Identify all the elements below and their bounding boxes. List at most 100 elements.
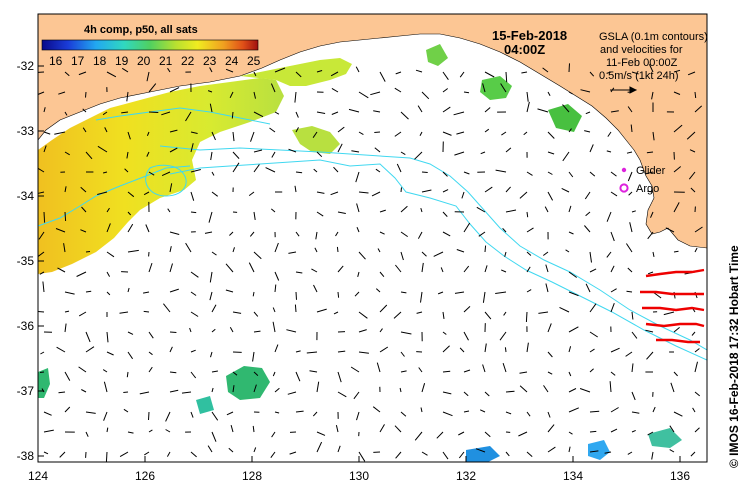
velocity-arrow (442, 370, 451, 373)
velocity-arrow (631, 210, 636, 213)
velocity-arrow (161, 171, 171, 177)
velocity-arrow (85, 331, 91, 343)
velocity-arrow (395, 264, 402, 273)
velocity-arrow (358, 191, 369, 194)
velocity-arrow (484, 71, 495, 78)
velocity-arrow (691, 331, 696, 336)
velocity-arrow (484, 265, 488, 273)
velocity-arrow (394, 425, 402, 433)
velocity-arrow (294, 304, 297, 313)
velocity-arrow (561, 187, 570, 193)
velocity-arrow (505, 411, 512, 415)
velocity-arrow (589, 410, 600, 413)
velocity-arrow (295, 171, 303, 174)
velocity-arrow (146, 71, 150, 82)
velocity-arrow (499, 331, 507, 341)
velocity-arrow (55, 228, 66, 233)
velocity-arrow (106, 223, 111, 233)
sst-patch-south-teal (648, 428, 682, 448)
velocity-arrow (631, 71, 639, 75)
velocity-arrow (371, 191, 381, 197)
velocity-arrow (80, 229, 87, 233)
marker-legend: Glider Argo (636, 165, 666, 195)
velocity-arrow (104, 127, 108, 133)
velocity-arrow (106, 71, 117, 78)
velocity-arrow (228, 447, 234, 453)
velocity-arrow (126, 371, 129, 378)
velocity-arrow (547, 191, 554, 201)
velocity-arrow (568, 407, 579, 413)
velocity-arrow (250, 131, 255, 142)
velocity-arrow (106, 331, 109, 343)
velocity-arrow (313, 168, 318, 173)
velocity-arrow (400, 205, 408, 213)
velocity-arrow (589, 268, 597, 273)
velocity-arrow (610, 231, 615, 242)
velocity-arrow (673, 327, 680, 333)
velocity-arrow (143, 191, 150, 196)
velocity-arrow (169, 147, 178, 153)
velocity-arrow (78, 71, 87, 76)
velocity-arrow (76, 271, 87, 277)
velocity-arrow (335, 231, 339, 237)
velocity-arrow (463, 91, 470, 94)
velocity-arrow (584, 130, 591, 133)
velocity-arrow (442, 171, 448, 177)
velocity-arrow (568, 128, 572, 133)
velocity-arrow (123, 391, 129, 393)
velocity-arrow (274, 411, 280, 414)
velocity-arrow (64, 151, 70, 156)
velocity-arrow (63, 243, 66, 253)
velocity-arrow (148, 331, 154, 339)
velocity-arrow (274, 344, 279, 353)
velocity-arrow (38, 251, 45, 258)
velocity-arrow (190, 291, 197, 296)
velocity-arrow (589, 331, 598, 338)
velocity-arrow (379, 328, 383, 333)
velocity-arrow (288, 148, 297, 153)
velocity-arrow (395, 71, 402, 75)
velocity-arrow (589, 303, 597, 313)
velocity-arrow (190, 143, 194, 153)
velocity-arrow (436, 431, 444, 439)
sst-patch-centre (226, 366, 270, 400)
velocity-arrow (225, 68, 234, 73)
colorbar-label: 25 (247, 54, 261, 68)
velocity-arrow (526, 227, 534, 233)
velocity-arrow (505, 71, 508, 83)
velocity-arrow (521, 71, 528, 74)
velocity-arrow (442, 131, 452, 136)
velocity-arrow (43, 107, 46, 113)
velocity-arrow (315, 231, 318, 240)
velocity-arrow (610, 407, 619, 413)
velocity-arrow (253, 164, 260, 173)
velocity-arrow (337, 143, 343, 153)
velocity-arrow (375, 168, 381, 173)
velocity-arrow (208, 211, 213, 223)
velocity-arrow (358, 311, 368, 319)
velocity-arrow (669, 449, 675, 453)
velocity-arrow (416, 311, 423, 314)
velocity-arrow (689, 149, 696, 153)
velocity-arrow (43, 131, 51, 135)
velocity-arrow (375, 288, 381, 293)
velocity-arrow (274, 271, 280, 281)
velocity-arrow (547, 371, 553, 375)
velocity-arrow (43, 429, 54, 433)
velocity-arrow (169, 231, 180, 235)
velocity-arrow (121, 67, 129, 73)
velocity-arrow (526, 91, 529, 102)
velocity-arrow (568, 446, 571, 453)
velocity-arrow (169, 246, 172, 253)
velocity-arrow (127, 191, 135, 198)
velocity-arrow (568, 91, 573, 95)
velocity-arrow (39, 271, 45, 275)
velocity-arrow (337, 265, 344, 273)
velocity-arrow (526, 251, 532, 256)
velocity-arrow (673, 250, 679, 253)
velocity-arrow (309, 370, 318, 373)
velocity-arrow (589, 251, 592, 263)
velocity-arrow (370, 91, 381, 96)
velocity-arrow (127, 223, 134, 233)
velocity-arrow (456, 131, 465, 135)
